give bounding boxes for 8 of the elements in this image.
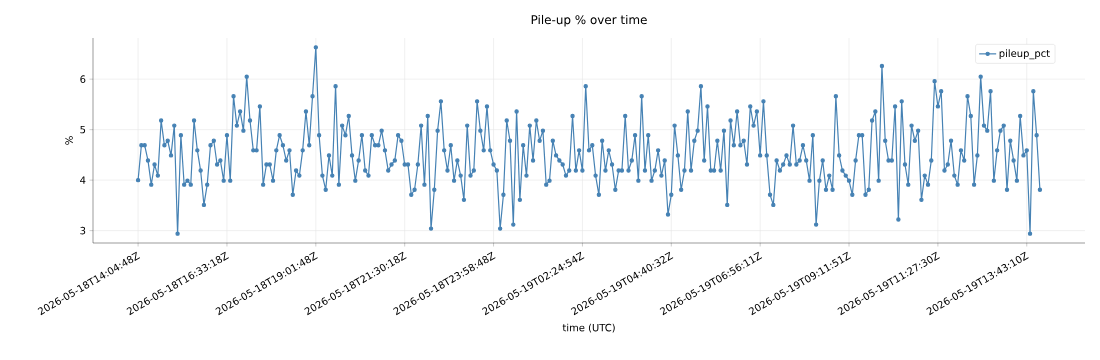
chart-title: Pile-up % over time — [531, 14, 647, 27]
y-tick-label: 6 — [80, 75, 86, 83]
y-tick-label: 5 — [80, 125, 86, 134]
y-axis-title: % — [65, 136, 73, 145]
y-tick-label: 3 — [80, 226, 86, 235]
y-tick-label: 4 — [80, 176, 86, 184]
legend-label: pileup_pct — [999, 49, 1050, 60]
x-axis-title: time (UTC) — [562, 323, 615, 333]
